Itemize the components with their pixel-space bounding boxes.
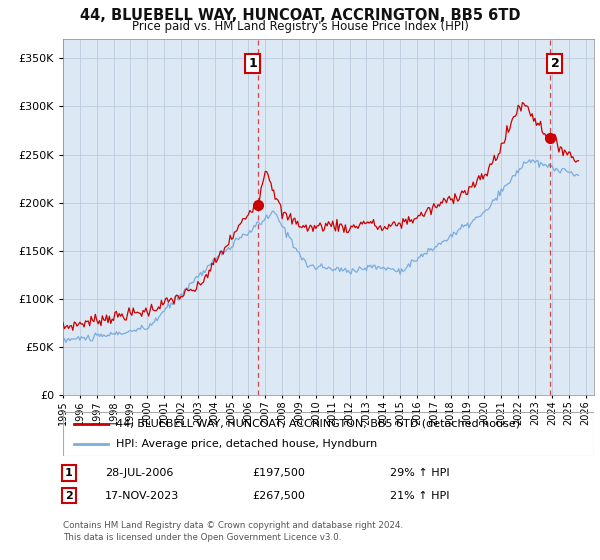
Text: 2: 2 <box>551 57 559 70</box>
Text: This data is licensed under the Open Government Licence v3.0.: This data is licensed under the Open Gov… <box>63 533 341 542</box>
Text: 44, BLUEBELL WAY, HUNCOAT, ACCRINGTON, BB5 6TD: 44, BLUEBELL WAY, HUNCOAT, ACCRINGTON, B… <box>80 8 520 24</box>
Text: 29% ↑ HPI: 29% ↑ HPI <box>390 468 449 478</box>
Text: 2: 2 <box>65 491 73 501</box>
Text: 44, BLUEBELL WAY, HUNCOAT, ACCRINGTON, BB5 6TD (detached house): 44, BLUEBELL WAY, HUNCOAT, ACCRINGTON, B… <box>116 419 520 429</box>
Text: Contains HM Land Registry data © Crown copyright and database right 2024.: Contains HM Land Registry data © Crown c… <box>63 521 403 530</box>
Text: £197,500: £197,500 <box>252 468 305 478</box>
Text: HPI: Average price, detached house, Hyndburn: HPI: Average price, detached house, Hynd… <box>116 439 377 449</box>
Text: 1: 1 <box>65 468 73 478</box>
Text: 1: 1 <box>248 57 257 70</box>
Text: £267,500: £267,500 <box>252 491 305 501</box>
Text: 21% ↑ HPI: 21% ↑ HPI <box>390 491 449 501</box>
Text: Price paid vs. HM Land Registry's House Price Index (HPI): Price paid vs. HM Land Registry's House … <box>131 20 469 32</box>
Text: 17-NOV-2023: 17-NOV-2023 <box>105 491 179 501</box>
Text: 28-JUL-2006: 28-JUL-2006 <box>105 468 173 478</box>
